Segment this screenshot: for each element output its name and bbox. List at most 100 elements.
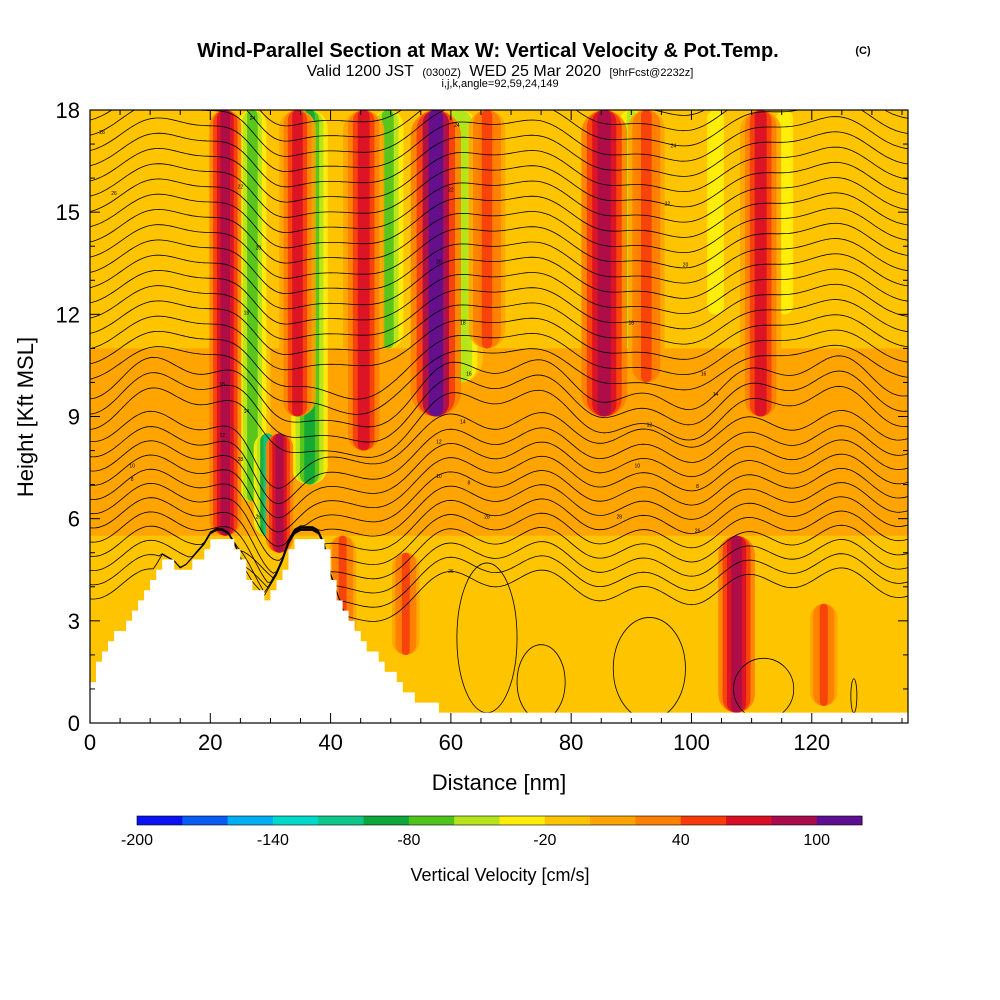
- colorbar-tick-label: -140: [257, 832, 289, 849]
- theta-contour-label: 16: [220, 382, 226, 388]
- theta-contour-label: 8: [696, 484, 699, 490]
- theta-contour-label: 20: [256, 246, 262, 252]
- theta-contour-label: 24: [671, 143, 677, 149]
- theta-contour-label: 14: [713, 392, 719, 398]
- chart-title: Wind-Parallel Section at Max W: Vertical…: [197, 40, 778, 62]
- theta-contour-label: 28: [617, 515, 623, 521]
- x-tick-label: 60: [439, 730, 463, 755]
- subtitle-zulu: (0300Z): [422, 67, 461, 79]
- title-tag: (C): [855, 45, 871, 57]
- updraft-column: [481, 110, 493, 349]
- theta-contour: [90, 283, 908, 340]
- theta-contour-label: 10: [635, 464, 641, 470]
- y-tick-label: 18: [56, 98, 80, 123]
- colorbar-swatch: [771, 816, 818, 825]
- theta-contour-label: 10: [129, 464, 135, 470]
- theta-contour-label: 12: [220, 433, 226, 439]
- theta-contour: [90, 253, 908, 310]
- theta-contour: [90, 329, 908, 400]
- colorbar-label: Vertical Velocity [cm/s]: [410, 865, 589, 885]
- theta-contour-label: 26: [695, 528, 701, 534]
- theta-contour-label: 12: [647, 423, 653, 429]
- colorbar-tick-label: 100: [803, 832, 830, 849]
- theta-contour: [90, 355, 908, 428]
- y-tick-label: 3: [68, 609, 80, 634]
- theta-contour-label: 22: [665, 201, 671, 207]
- theta-contour-label: 22: [448, 188, 454, 194]
- y-axis-label: Height [Kft MSL]: [13, 337, 38, 497]
- theta-contour-label: 20: [683, 263, 689, 269]
- theta-contour: [90, 425, 908, 504]
- theta-contour-label: 26: [256, 515, 262, 521]
- theta-contour: [90, 238, 908, 295]
- theta-contour-label: 18: [460, 321, 466, 327]
- updraft-column: [220, 110, 230, 536]
- plot-area: 28 26 24 22 20 18 16 14 12 10 8 28 26 24 22 20 18 16 14 12 1…: [90, 110, 908, 723]
- theta-contour: [90, 528, 908, 594]
- theta-contour-label: 26: [448, 569, 454, 575]
- y-tick-label: 0: [68, 711, 80, 736]
- updraft-column: [731, 535, 742, 713]
- colorbar-swatch: [590, 816, 636, 825]
- colorbar-swatch: [635, 816, 682, 825]
- x-tick-label: 20: [198, 730, 222, 755]
- theta-contour-label: 24: [250, 116, 256, 122]
- theta-contour-label: 20: [436, 259, 442, 265]
- x-axis-label: Distance [nm]: [432, 770, 567, 795]
- colorbar-tick-label: 40: [672, 832, 690, 849]
- theta-contour-label: 14: [244, 409, 250, 415]
- downdraft-column: [381, 110, 394, 349]
- theta-contour: [90, 110, 908, 157]
- theta-contour: [90, 116, 908, 173]
- theta-contour-label: 18: [244, 310, 250, 316]
- y-tick-label: 15: [56, 200, 80, 225]
- subtitle-forecast: [9hrFcst@2232z]: [609, 67, 693, 79]
- downdraft-column: [247, 110, 258, 502]
- colorbar-swatch: [454, 816, 500, 825]
- updraft-column: [428, 110, 444, 417]
- theta-contour: [90, 370, 908, 443]
- axis-ticks: 0 20 40 60 80 100 120 0 3 6 9 12 15 18: [56, 98, 908, 755]
- ground-strip: [90, 712, 908, 723]
- colorbar-swatch: [272, 816, 319, 825]
- theta-contour: [90, 409, 908, 489]
- colorbar-swatch: [182, 816, 229, 825]
- colorbar-swatch: [680, 816, 727, 825]
- theta-contour: [90, 207, 908, 264]
- colorbar-swatch: [544, 816, 591, 825]
- theta-contour-label: 16: [701, 372, 707, 378]
- updraft-column: [754, 110, 767, 417]
- theta-contour: [90, 482, 908, 561]
- downdraft-column: [780, 110, 790, 315]
- colorbar-tick-label: -200: [121, 832, 153, 849]
- x-tick-label: 0: [84, 730, 96, 755]
- theta-contours: 28 26 24 22 20 18 16 14 12 10 8 28 26 24 22 20 18 16 14 12 1…: [90, 110, 908, 720]
- theta-contour: [90, 510, 908, 583]
- theta-contour-label: 26: [111, 191, 117, 197]
- x-tick-label: 40: [318, 730, 342, 755]
- theta-contour: [90, 222, 908, 279]
- colorbar-frame: [136, 815, 863, 826]
- theta-contour-label: 28: [238, 457, 244, 463]
- updraft-column: [819, 603, 828, 706]
- terrain: [90, 539, 908, 723]
- theta-contour-label: 16: [466, 372, 472, 378]
- subtitle-date: WED 25 Mar 2020: [469, 63, 601, 80]
- colorbar-tick-label: -80: [397, 832, 420, 849]
- chart-subtitle: Valid 1200 JST (0300Z) WED 25 Mar 2020 […: [307, 63, 694, 80]
- theta-contour: [90, 146, 908, 203]
- x-tick-label: 80: [559, 730, 583, 755]
- theta-contour: [90, 453, 908, 533]
- downdraft-column: [710, 110, 721, 315]
- colorbar-swatch: [499, 816, 546, 825]
- theta-contour-label: 22: [238, 184, 244, 190]
- y-tick-label: 12: [56, 302, 80, 327]
- y-tick-label: 9: [68, 405, 80, 430]
- colorbar-swatch: [137, 816, 183, 825]
- updraft-column: [275, 433, 284, 553]
- theta-contour: [90, 496, 908, 574]
- theta-contour-label: 18: [629, 321, 635, 327]
- subtitle-indices: i,j,k,angle=92,59,24,149: [441, 78, 558, 90]
- updraft-column: [357, 110, 370, 451]
